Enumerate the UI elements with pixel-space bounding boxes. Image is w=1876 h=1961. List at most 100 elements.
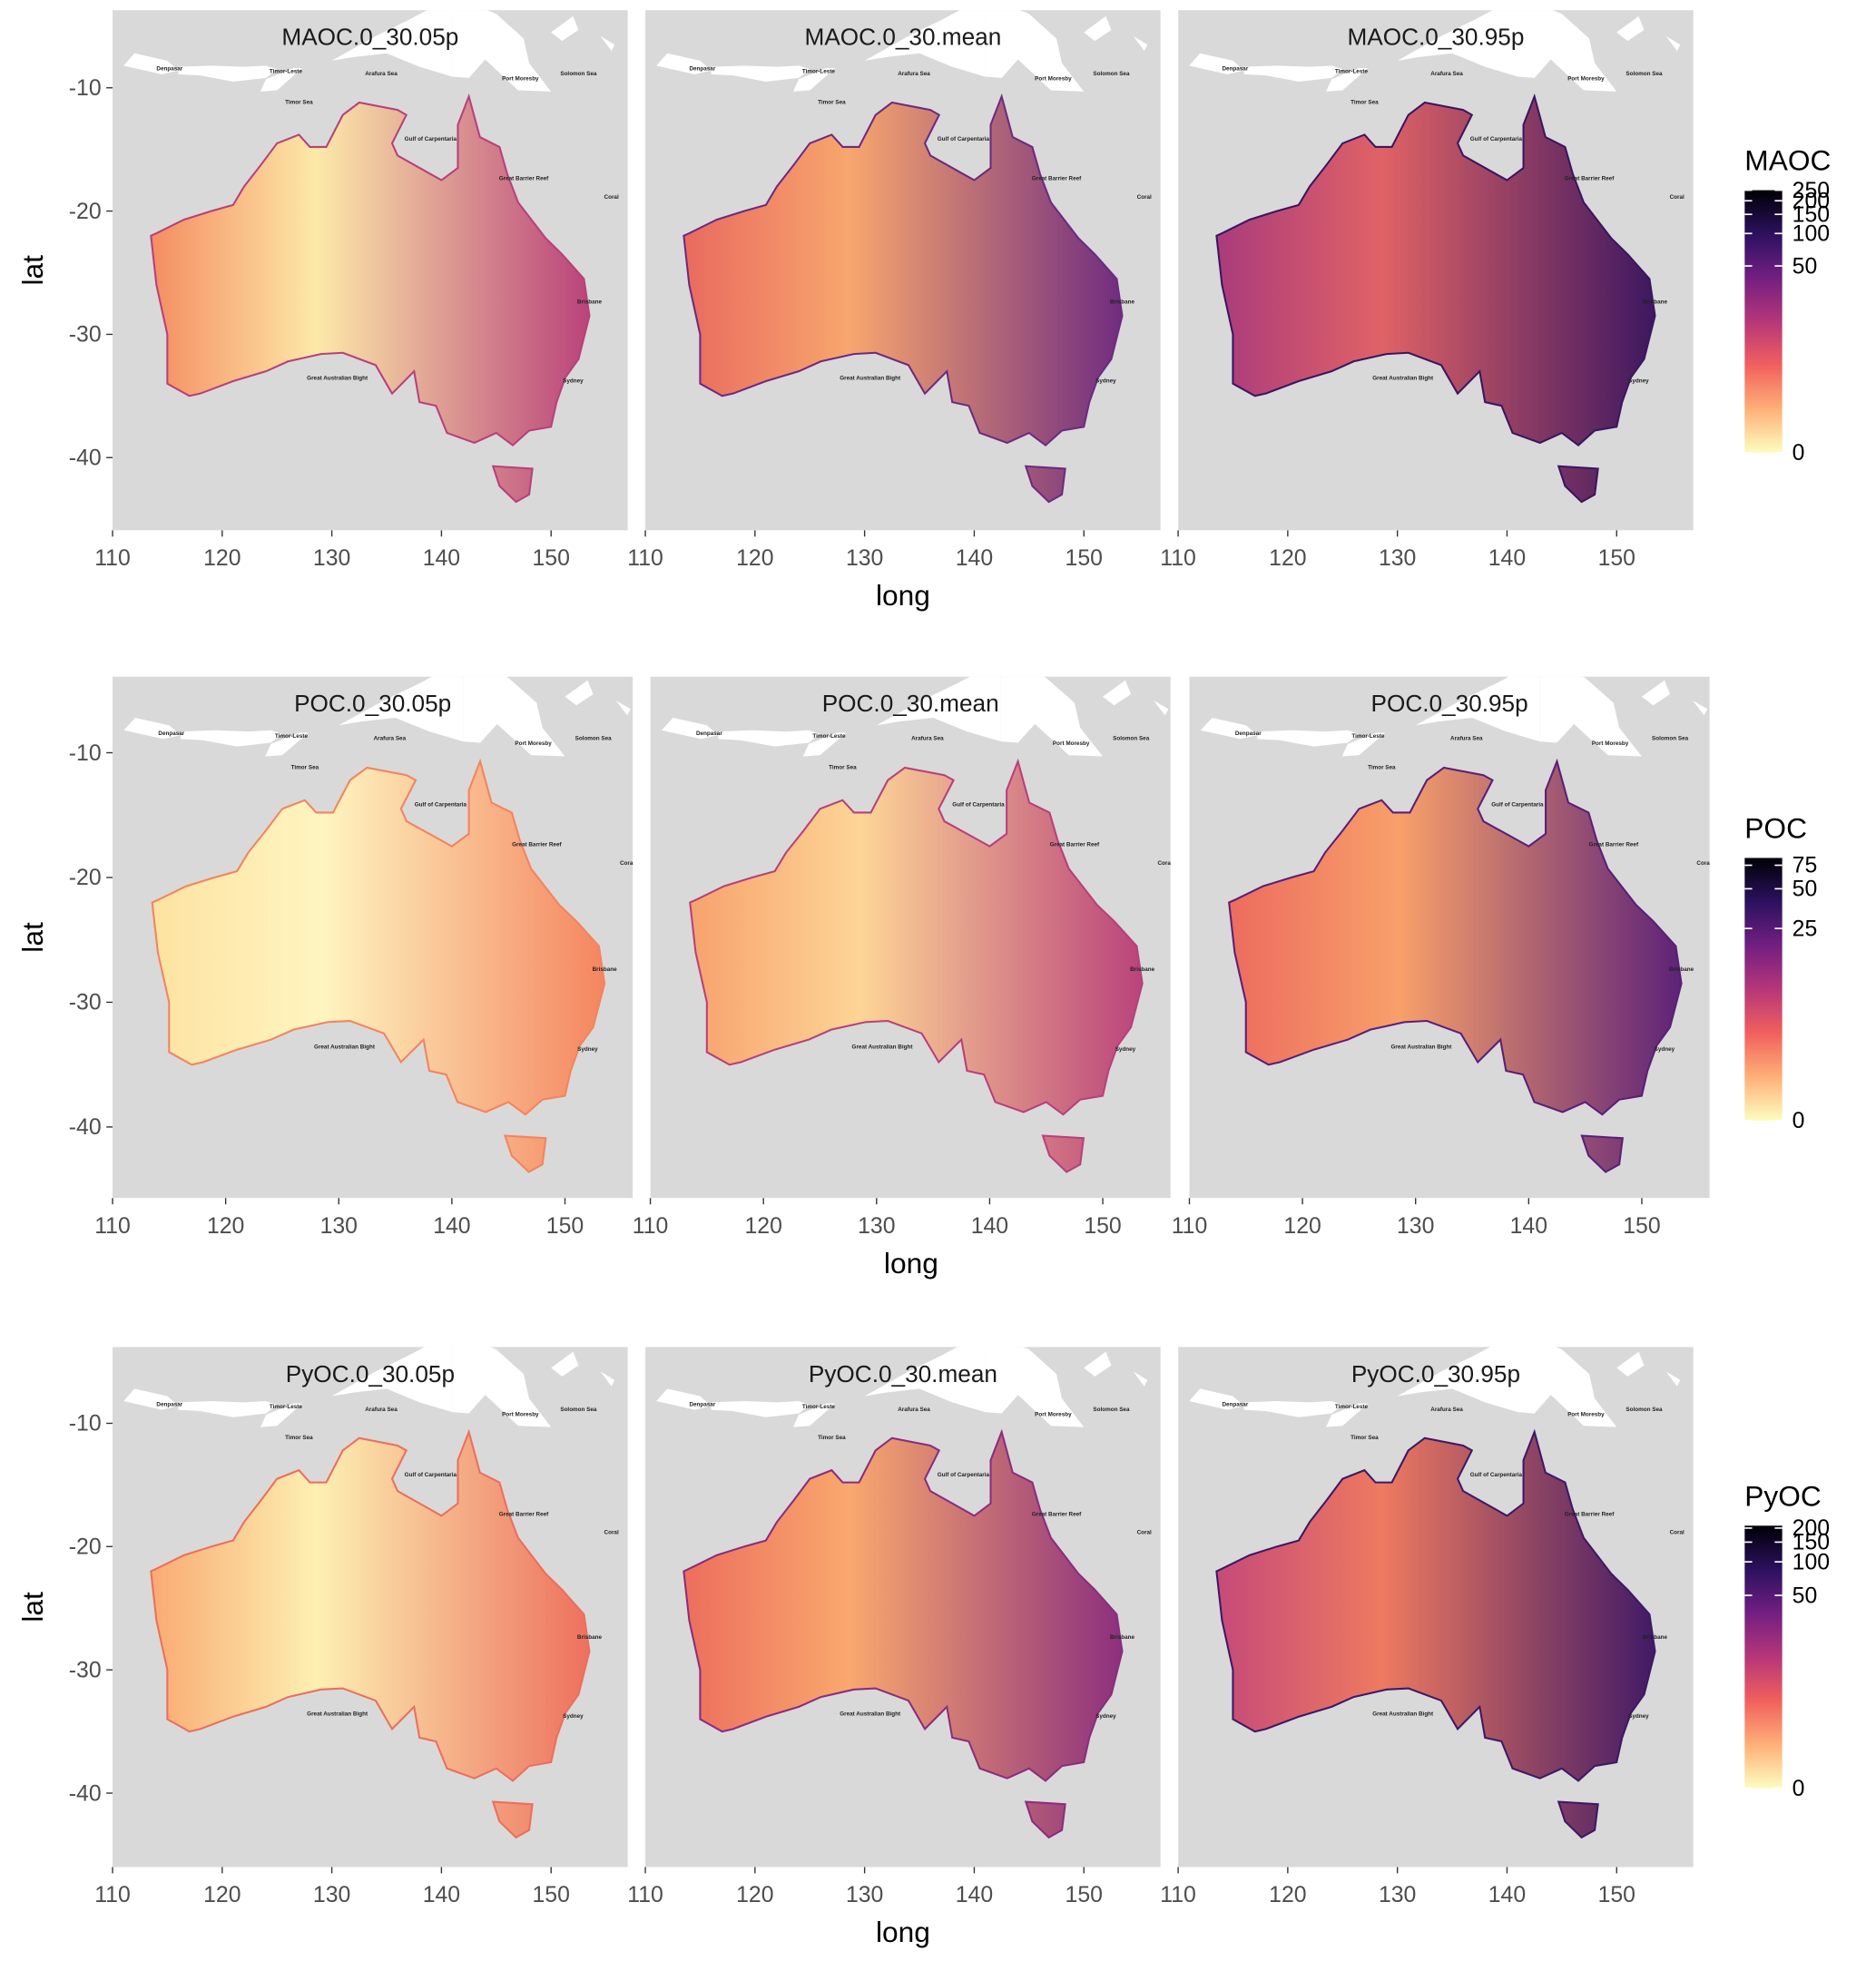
place-label: Timor Sea — [818, 99, 846, 105]
land-basemap — [1243, 65, 1343, 82]
land-basemap — [1616, 15, 1645, 42]
place-label: Coral — [1137, 194, 1152, 201]
land-basemap — [1641, 680, 1671, 706]
place-label: Great Barrier Reef — [512, 842, 562, 848]
land-basemap — [551, 1351, 579, 1377]
place-label: Timor-Leste — [275, 733, 309, 740]
land-basemap — [452, 1347, 552, 1427]
place-label: Gulf of Carpentaria — [415, 802, 467, 809]
place-label: Timor Sea — [829, 764, 857, 770]
legend-title: PyOC — [1744, 1479, 1822, 1512]
x-tick-label: 110 — [627, 546, 663, 571]
place-label: Timor Sea — [291, 764, 319, 770]
land-basemap — [661, 717, 719, 740]
land-basemap — [718, 730, 820, 747]
australia-raster — [689, 758, 1144, 1116]
place-label: Sydney — [1095, 1713, 1116, 1720]
facet-row: Denpasar Timor-Leste Arafura Sea Port Mores… — [16, 10, 1831, 612]
panel-title: POC.0_30.mean — [822, 690, 999, 717]
tasmania-raster — [1024, 465, 1066, 504]
land-basemap — [793, 1403, 836, 1427]
place-label: Arafura Sea — [1430, 1407, 1463, 1413]
y-tick-label: -20 — [69, 200, 102, 224]
map-panel: Denpasar Timor-Leste Arafura Sea Port Mores… — [1178, 1347, 1694, 1868]
y-tick-label: -30 — [69, 991, 102, 1015]
place-label: Solomon Sea — [560, 1407, 597, 1413]
land-basemap — [1084, 15, 1112, 42]
x-axis-title: long — [884, 1247, 938, 1280]
place-label: Arafura Sea — [1430, 71, 1463, 77]
place-label: Gulf of Carpentaria — [1491, 802, 1544, 809]
panel-title: MAOC.0_30.05p — [281, 24, 458, 51]
x-tick-label: 130 — [846, 546, 883, 571]
place-label: Great Barrier Reef — [1032, 1511, 1082, 1517]
place-label: Great Australian Bight — [840, 1711, 901, 1717]
place-label: Arafura Sea — [374, 736, 407, 742]
place-label: Coral — [1670, 1530, 1684, 1536]
panel-title: POC.0_30.95p — [1371, 690, 1528, 717]
place-label: Brisbane — [1110, 1634, 1135, 1641]
x-tick-label: 140 — [433, 1214, 470, 1239]
x-tick-label: 120 — [1283, 1214, 1321, 1239]
place-label: Timor-Leste — [1335, 68, 1369, 74]
map-panel: Denpasar Timor-Leste Arafura Sea Port Mores… — [645, 10, 1161, 531]
land-basemap — [711, 65, 810, 82]
place-label: Coral — [1670, 194, 1684, 201]
land-basemap — [1257, 730, 1360, 747]
place-label: Great Australian Bight — [852, 1044, 914, 1050]
colorbar-tick-label: 0 — [1793, 1109, 1805, 1133]
place-label: Great Australian Bight — [1390, 1044, 1452, 1050]
place-label: Denpasar — [696, 730, 722, 737]
facet-row: Denpasar Timor-Leste Arafura Sea Port Mores… — [16, 1347, 1830, 1948]
place-label: Timor Sea — [285, 99, 313, 105]
facet-row: Denpasar Timor-Leste Arafura Sea Port Mores… — [16, 676, 1818, 1280]
place-label: Port Moresby — [515, 740, 552, 747]
land-basemap — [793, 67, 836, 92]
panel-title: PyOC.0_30.mean — [809, 1360, 997, 1387]
place-label: Great Australian Bight — [840, 376, 901, 382]
place-label: Port Moresby — [1567, 76, 1605, 83]
place-label: Solomon Sea — [1626, 71, 1663, 77]
place-label: Coral — [620, 860, 634, 867]
x-tick-label: 150 — [533, 546, 570, 571]
place-label: Great Australian Bight — [1372, 376, 1434, 382]
place-label: Gulf of Carpentaria — [952, 802, 1005, 809]
y-axis-title: lat — [16, 255, 49, 286]
land-basemap — [985, 10, 1085, 92]
place-label: Sydney — [1655, 1046, 1675, 1053]
colorbar-tick-label: 75 — [1793, 854, 1818, 878]
y-tick-label: -40 — [69, 1115, 102, 1140]
place-label: Great Barrier Reef — [1589, 842, 1639, 848]
place-label: Port Moresby — [1053, 740, 1090, 747]
place-label: Brisbane — [1110, 299, 1135, 305]
x-tick-label: 140 — [956, 546, 993, 571]
colorbar-tick-label: 50 — [1793, 1584, 1818, 1608]
map-panel: Denpasar Timor-Leste Arafura Sea Port Mores… — [650, 676, 1171, 1199]
x-tick-label: 140 — [956, 1883, 993, 1907]
place-label: Denpasar — [1222, 66, 1248, 73]
x-tick-label: 110 — [94, 546, 131, 571]
place-label: Gulf of Carpentaria — [938, 1472, 990, 1478]
place-label: Solomon Sea — [1652, 736, 1689, 742]
land-basemap — [802, 732, 847, 757]
colorbar-tick-label: 100 — [1793, 222, 1830, 247]
x-tick-label: 150 — [1066, 1883, 1103, 1907]
place-label: Timor-Leste — [802, 1404, 836, 1410]
place-label: Great Australian Bight — [314, 1044, 376, 1050]
panel-title: MAOC.0_30.95p — [1347, 24, 1524, 51]
land-basemap — [260, 1403, 303, 1427]
land-basemap — [1189, 53, 1244, 74]
colorbar — [1744, 1525, 1783, 1789]
place-label: Great Barrier Reef — [499, 1511, 549, 1517]
place-label: Gulf of Carpentaria — [405, 1472, 457, 1478]
land-basemap — [1243, 1401, 1343, 1417]
land-basemap — [615, 700, 631, 716]
place-label: Great Australian Bight — [1372, 1711, 1434, 1717]
place-label: Port Moresby — [1567, 1411, 1605, 1417]
land-basemap — [600, 1371, 615, 1387]
x-tick-label: 150 — [1084, 1214, 1121, 1239]
place-label: Brisbane — [1643, 1634, 1668, 1641]
place-label: Timor-Leste — [270, 1404, 303, 1410]
land-basemap — [864, 1347, 986, 1413]
